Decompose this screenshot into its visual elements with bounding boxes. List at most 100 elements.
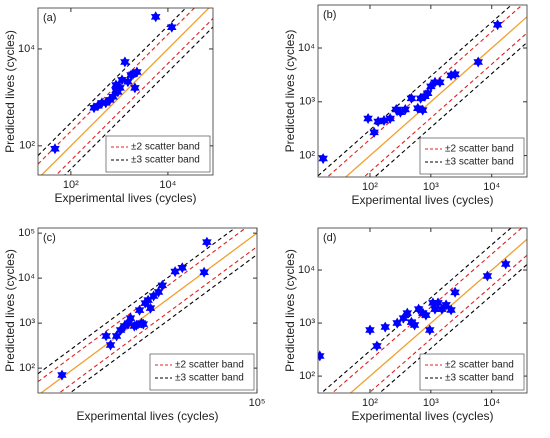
data-point: [492, 19, 503, 31]
plot-area: [318, 5, 527, 177]
y-tick-label: 10⁴: [18, 272, 35, 284]
y-tick-label: 10⁴: [18, 43, 35, 55]
data-point: [473, 56, 483, 68]
y-axis-label: Predicted lives (cycles): [283, 30, 297, 153]
data-point: [132, 66, 142, 78]
band-line-upper: [326, 5, 523, 177]
data-point: [501, 258, 511, 270]
panel-label: (d): [323, 232, 336, 244]
legend: ±2 scatter band ±3 scatter band: [105, 135, 211, 173]
axes-box: [317, 227, 528, 394]
axes-box: [37, 227, 258, 394]
data-point: [177, 262, 187, 274]
data-point: [406, 92, 417, 104]
legend-label: ±3 scatter band: [445, 157, 514, 168]
data-point: [441, 299, 451, 311]
plot-area: [38, 8, 213, 175]
data-point: [398, 312, 409, 324]
plot-area: [38, 228, 257, 393]
data-point: [101, 330, 111, 342]
axes-box: [317, 4, 528, 178]
panel-label: (c): [43, 232, 56, 244]
data-point: [372, 340, 382, 352]
data-point: [400, 104, 410, 115]
data-point: [363, 113, 373, 124]
x-axis-label: Experimental lives (cycles): [54, 191, 196, 205]
data-point: [425, 324, 435, 336]
y-tick-label: 10²: [299, 370, 315, 382]
data-point: [318, 153, 328, 165]
data-point: [417, 104, 428, 116]
data-point: [105, 94, 115, 106]
panel-label: (b): [323, 9, 336, 21]
data-point: [435, 76, 445, 88]
x-tick-label: 10⁴: [483, 397, 500, 409]
data-point: [409, 319, 420, 331]
data-point: [450, 68, 460, 80]
band-line-lower: [373, 42, 527, 177]
data-point: [379, 115, 389, 126]
legend-label: ±2 scatter band: [445, 360, 514, 371]
data-point: [369, 126, 379, 138]
data-point: [50, 143, 60, 155]
legend-label: ±2 scatter band: [445, 144, 514, 155]
data-point: [402, 307, 412, 319]
legend-label: ±2 scatter band: [131, 142, 200, 153]
panel: 10² 10³ 10⁴ 10² 10³ 10⁴ (d) Experimental lives …: [283, 227, 528, 423]
band-line-lower: [58, 246, 257, 393]
band-line-upper: [38, 8, 187, 156]
data-point: [437, 303, 447, 315]
band-line-upper: [38, 228, 236, 375]
panel: 10² 10⁴ 10² 10⁴ (a) Experimental lives (cycle…: [3, 7, 214, 205]
band-line-lower: [64, 26, 213, 175]
y-tick-label: 10⁴: [298, 264, 315, 276]
data-point: [446, 304, 456, 316]
x-tick-label: 10²: [63, 179, 79, 191]
data-point: [433, 297, 443, 309]
x-tick-label: 10³: [423, 181, 439, 193]
data-point: [385, 113, 395, 124]
data-point: [167, 21, 177, 33]
data-point: [145, 302, 156, 314]
band-line-lower: [378, 264, 527, 393]
legend: ±2 scatter band ±3 scatter band: [149, 353, 255, 391]
legend-box: [419, 353, 525, 391]
y-axis-label: Predicted lives (cycles): [3, 249, 17, 372]
data-point: [420, 90, 430, 102]
x-tick-label: 10²: [362, 397, 378, 409]
band-line-upper: [318, 5, 513, 177]
identity-line: [349, 238, 527, 393]
legend-box: [149, 353, 255, 391]
y-tick-label: 10⁴: [298, 42, 315, 54]
data-point: [150, 11, 161, 23]
x-axis-label: Experimental lives (cycles): [76, 409, 218, 423]
data-point: [148, 290, 159, 302]
x-tick-label: 10⁴: [483, 181, 500, 193]
data-point: [130, 82, 140, 94]
data-point: [421, 309, 431, 321]
data-point: [105, 339, 116, 351]
legend-box: [105, 135, 211, 173]
panel-label: (a): [43, 12, 56, 24]
data-point: [117, 74, 127, 86]
band-line-upper: [331, 228, 523, 393]
data-point: [426, 80, 436, 92]
legend: ±2 scatter band ±3 scatter band: [419, 137, 525, 175]
data-point: [380, 321, 390, 333]
x-axis-label: Experimental lives (cycles): [351, 409, 493, 423]
data-point: [157, 279, 168, 291]
data-point: [111, 330, 122, 342]
data-point: [199, 266, 209, 278]
data-point: [138, 318, 149, 330]
data-point: [134, 304, 145, 316]
data-point: [123, 317, 134, 329]
band-line-lower: [368, 254, 527, 393]
y-tick-label: 10³: [299, 96, 315, 108]
data-point: [318, 350, 325, 362]
data-point: [373, 116, 383, 127]
band-line-lower: [363, 32, 527, 177]
data-point: [365, 324, 375, 336]
x-tick-label: 10⁵: [249, 397, 266, 409]
y-tick-label: 10³: [19, 317, 35, 329]
